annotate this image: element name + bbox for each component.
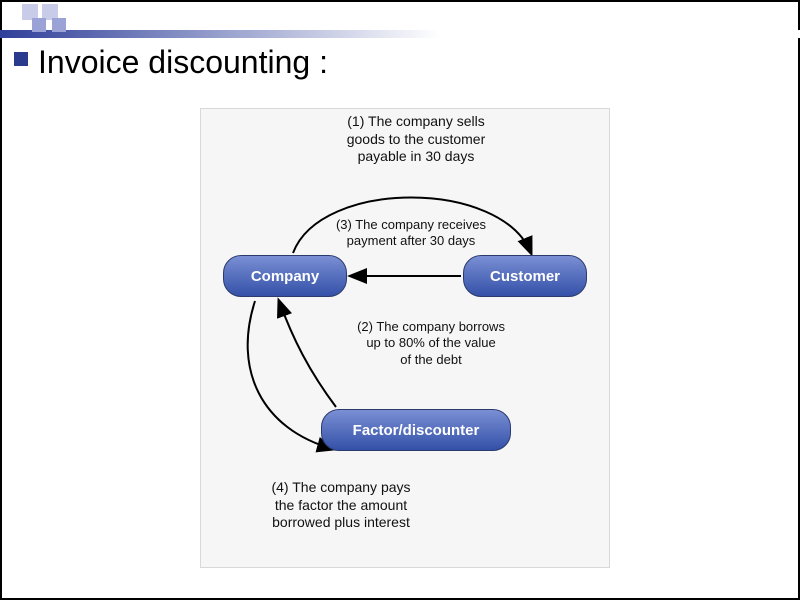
edge-label-e4: (4) The company paysthe factor the amoun…: [241, 479, 441, 532]
slide-title: Invoice discounting :: [38, 44, 328, 81]
diagram-area: Company Customer Factor/discounter (1) The…: [200, 108, 610, 568]
node-customer: Customer: [463, 255, 587, 297]
title-bullet: [14, 52, 28, 66]
node-factor: Factor/discounter: [321, 409, 511, 451]
edge-label-e1: (1) The company sellsgoods to the custom…: [316, 113, 516, 166]
header-gradient-svg: [0, 0, 800, 38]
header-accent-square: [52, 18, 66, 32]
header-gradient: [0, 0, 800, 38]
edge-e2: [279, 301, 336, 407]
edge-label-e3: (3) The company receivespayment after 30…: [311, 217, 511, 250]
header-accent-square: [32, 18, 46, 32]
node-company: Company: [223, 255, 347, 297]
edge-label-e2: (2) The company borrowsup to 80% of the …: [331, 319, 531, 368]
